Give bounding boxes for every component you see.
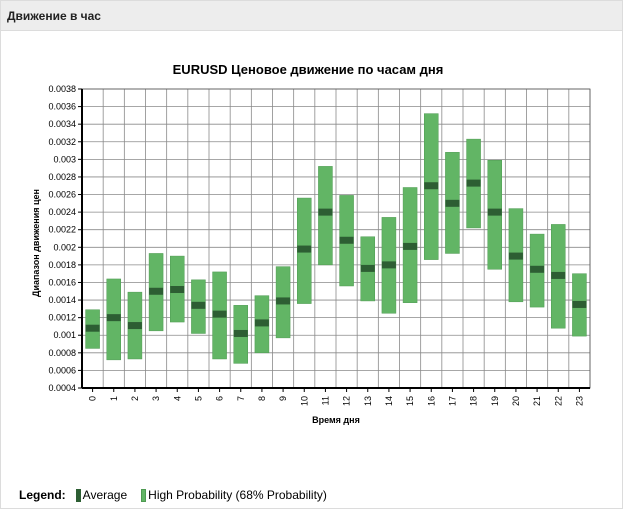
range-bar-hour-11	[318, 166, 333, 266]
x-tick-label: 14	[384, 396, 394, 406]
average-mark-hour-10	[297, 245, 312, 253]
legend: Legend: Average High Probability (68% Pr…	[19, 488, 327, 502]
average-mark-hour-22	[551, 271, 566, 279]
average-mark-hour-4	[170, 286, 185, 294]
y-tick-label: 0.0014	[48, 295, 76, 305]
y-tick-label: 0.0026	[48, 190, 76, 200]
y-axis-label: Диапазон движения цен	[31, 189, 41, 297]
x-tick-label: 4	[172, 396, 182, 401]
y-tick-label: 0.0032	[48, 137, 76, 147]
panel-header: Движение в час	[1, 1, 622, 31]
y-axis: 0.0004 0.0006 0.0008 0.001 0.0012 0.0014 0.001…	[48, 84, 83, 393]
x-tick-label: 21	[532, 396, 542, 406]
y-tick-label: 0.0018	[48, 260, 76, 270]
average-mark-hour-5	[191, 301, 206, 309]
y-tick-label: 0.0028	[48, 172, 76, 182]
legend-high-probability-swatch	[141, 488, 147, 502]
average-mark-hour-12	[339, 236, 354, 244]
average-mark-hour-11	[318, 208, 333, 216]
y-tick-label: 0.0034	[48, 119, 76, 129]
y-tick-label: 0.0006	[48, 365, 76, 375]
x-tick-label: 2	[130, 396, 140, 401]
y-tick-label: 0.0038	[48, 84, 76, 94]
average-mark-hour-20	[508, 252, 523, 260]
average-mark-hour-17	[445, 199, 460, 207]
x-tick-label: 20	[511, 396, 521, 406]
chart-title: EURUSD Ценовое движение по часам дня	[173, 62, 444, 77]
average-mark-hour-23	[572, 300, 587, 308]
x-tick-label: 6	[215, 396, 225, 401]
x-tick-label: 15	[405, 396, 415, 406]
average-mark-hour-14	[381, 261, 396, 269]
price-movement-chart: EURUSD Ценовое движение по часам дня 0.0…	[31, 62, 591, 425]
average-mark-hour-6	[212, 310, 227, 318]
average-mark-hour-16	[424, 182, 439, 190]
x-tick-label: 7	[236, 396, 246, 401]
chart-bars	[85, 113, 587, 364]
legend-high-probability-label: High Probability (68% Probability)	[148, 488, 327, 502]
x-tick-label: 13	[363, 396, 373, 406]
average-mark-hour-9	[276, 297, 291, 305]
legend-average-swatch	[75, 488, 81, 502]
y-tick-label: 0.001	[53, 330, 76, 340]
y-tick-label: 0.0022	[48, 225, 76, 235]
average-mark-hour-8	[254, 319, 269, 327]
average-mark-hour-3	[149, 287, 164, 295]
x-tick-label: 8	[257, 396, 267, 401]
x-tick-label: 12	[342, 396, 352, 406]
average-mark-hour-1	[106, 314, 121, 322]
y-tick-label: 0.0016	[48, 277, 76, 287]
average-mark-hour-15	[403, 242, 418, 250]
panel-title: Движение в час	[7, 9, 101, 23]
y-tick-label: 0.0012	[48, 313, 76, 323]
legend-label: Legend:	[19, 488, 66, 502]
x-axis-label: Время дня	[312, 415, 360, 425]
average-mark-hour-2	[127, 322, 142, 330]
average-mark-hour-21	[530, 265, 545, 273]
x-tick-label: 23	[574, 396, 584, 406]
legend-average-label: Average	[82, 488, 128, 502]
y-tick-label: 0.0004	[48, 383, 76, 393]
x-tick-label: 0	[88, 396, 98, 401]
x-tick-label: 10	[299, 396, 309, 406]
x-tick-label: 17	[447, 396, 457, 406]
x-tick-label: 19	[490, 396, 500, 406]
x-tick-label: 22	[553, 396, 563, 406]
x-tick-label: 5	[193, 396, 203, 401]
y-tick-label: 0.0024	[48, 207, 76, 217]
y-tick-label: 0.0008	[48, 348, 76, 358]
average-mark-hour-0	[85, 324, 100, 332]
x-tick-label: 9	[278, 396, 288, 401]
x-tick-label: 3	[151, 396, 161, 401]
y-tick-label: 0.002	[53, 242, 76, 252]
average-mark-hour-18	[466, 179, 481, 187]
x-tick-label: 18	[469, 396, 479, 406]
average-mark-hour-19	[487, 208, 502, 216]
x-tick-label: 16	[426, 396, 436, 406]
x-tick-label: 1	[109, 396, 119, 401]
y-tick-label: 0.003	[53, 154, 76, 164]
y-tick-label: 0.0036	[48, 102, 76, 112]
x-tick-label: 11	[320, 396, 330, 405]
average-mark-hour-13	[360, 264, 375, 272]
x-axis: 0 1 2 3 4 5 6 7 8 9 10 11 12 13 14 15 16 17 18 19 20 21 22 23	[82, 387, 590, 406]
average-mark-hour-7	[233, 329, 248, 337]
